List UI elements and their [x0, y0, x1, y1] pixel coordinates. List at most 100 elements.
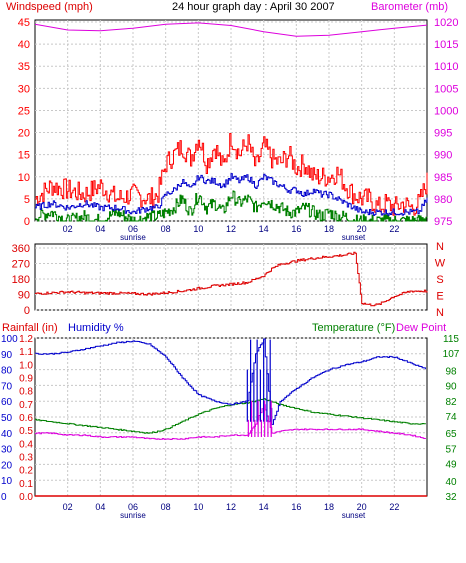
temperature-tick-label: 90: [445, 382, 457, 393]
wind-tick-label: 0: [24, 216, 30, 228]
sunset-label: sunset: [342, 233, 366, 242]
humidity-tick-label: 20: [1, 460, 13, 471]
wind-tick-label: 10: [18, 172, 30, 184]
barometer-tick-label: 1020: [434, 17, 458, 29]
x-tick-label-top: 18: [324, 224, 334, 234]
x-tick-label-top: 12: [226, 224, 236, 234]
x-tick-label-bottom: 10: [193, 502, 203, 512]
barometer-tick-label: 985: [434, 172, 452, 184]
grid-layer: [35, 20, 427, 497]
humidity-tick-label: 0: [1, 492, 7, 503]
windspeed-gust-line: [35, 133, 428, 216]
temperature-tick-label: 107: [443, 349, 460, 360]
x-tick-label-top: 22: [389, 224, 399, 234]
x-tick-label-top: 10: [193, 224, 203, 234]
x-tick-label-top: 20: [357, 224, 367, 234]
wind-tick-label: 20: [18, 128, 30, 140]
direction-tick-label: 270: [12, 259, 30, 271]
barometer-tick-label: 990: [434, 150, 452, 162]
x-tick-label-bottom: 20: [357, 502, 367, 512]
temperature-tick-label: 57: [445, 444, 457, 455]
temperature-tick-label: 74: [445, 412, 457, 423]
humidity-tick-label: 90: [1, 350, 13, 361]
temperature-tick-label: 40: [445, 477, 457, 488]
wind-tick-label: 35: [18, 61, 30, 73]
direction-tick-label: 180: [12, 274, 30, 286]
compass-letter: W: [435, 258, 446, 270]
sunrise-label: sunrise: [120, 233, 146, 242]
rain-tick-label: 1.1: [19, 347, 33, 358]
rain-tick-label: 0.8: [19, 387, 33, 398]
rain-tick-label: 0.3: [19, 453, 33, 464]
rain-tick-label: 0.2: [19, 466, 33, 477]
humidity-tick-label: 70: [1, 381, 13, 392]
barometer-axis-label: Barometer (mb): [371, 1, 448, 13]
rainfall-axis-label: Rainfall (in): [2, 322, 58, 334]
humidity-tick-label: 40: [1, 429, 13, 440]
direction-tick-label: 0: [24, 305, 30, 317]
x-tick-label-bottom: 02: [63, 502, 73, 512]
barometer-tick-label: 975: [434, 216, 452, 228]
wind-tick-label: 45: [18, 17, 30, 29]
x-tick-label-bottom: 06: [128, 502, 138, 512]
humidity-tick-label: 100: [1, 334, 18, 345]
humidity-axis-label: Humidity %: [68, 322, 124, 334]
temperature-tick-label: 49: [445, 460, 457, 471]
x-tick-label-top: 02: [63, 224, 73, 234]
x-tick-label-top: 14: [259, 224, 269, 234]
wind-direction-line: [35, 251, 428, 307]
dewpoint-line: [35, 404, 426, 440]
x-tick-label-bottom: 12: [226, 502, 236, 512]
humidity-tick-label: 30: [1, 445, 13, 456]
wind-tick-label: 40: [18, 39, 30, 51]
humidity-tick-label: 80: [1, 366, 13, 377]
series-layer: [34, 22, 428, 497]
rain-tick-label: 0.4: [19, 439, 33, 450]
barometer-tick-label: 1010: [434, 61, 458, 73]
rain-tick-label: 1.0: [19, 360, 33, 371]
wind-tick-label: 15: [18, 150, 30, 162]
temperature-tick-label: 115: [443, 334, 459, 345]
barometer-tick-label: 1000: [434, 105, 458, 117]
sunset-label-bottom: sunset: [342, 511, 366, 520]
compass-letter: E: [436, 291, 443, 303]
windspeed-avg-line: [35, 173, 428, 216]
temperature-axis-label: Temperature (°F): [312, 322, 395, 334]
compass-letter: S: [436, 274, 443, 286]
temperature-tick-label: 98: [445, 366, 457, 377]
wind-tick-label: 30: [18, 83, 30, 95]
rain-tick-label: 0.5: [19, 426, 33, 437]
barometer-line: [34, 22, 428, 37]
rain-tick-label: 0.9: [19, 374, 33, 385]
temperature-tick-label: 65: [445, 429, 457, 440]
rain-tick-label: 0.6: [19, 413, 33, 424]
humidity-line: [35, 338, 426, 425]
windspeed-axis-label: Windspeed (mph): [6, 1, 93, 13]
temperature-line: [35, 398, 426, 434]
barometer-tick-label: 1005: [434, 83, 458, 95]
wind-tick-label: 5: [24, 194, 30, 206]
direction-tick-label: 90: [18, 290, 30, 302]
x-tick-label-bottom: 14: [259, 502, 269, 512]
humidity-tick-label: 50: [1, 413, 13, 424]
x-tick-label-top: 06: [128, 224, 138, 234]
x-tick-label-top: 08: [161, 224, 171, 234]
compass-letter: N: [436, 241, 444, 253]
x-tick-label-top: 04: [95, 224, 105, 234]
barometer-tick-label: 995: [434, 128, 452, 140]
barometer-tick-label: 980: [434, 194, 452, 206]
compass-letter: N: [436, 307, 444, 319]
direction-tick-label: 360: [12, 243, 30, 255]
rain-tick-label: 0.0: [19, 492, 33, 503]
dewpoint-axis-label: Dew Point: [396, 322, 446, 334]
chart-title: 24 hour graph day : April 30 2007: [172, 1, 335, 13]
humidity-tick-label: 10: [1, 476, 13, 487]
x-tick-label-top: 16: [291, 224, 301, 234]
temperature-tick-label: 32: [445, 492, 457, 503]
barometer-tick-label: 1015: [434, 39, 458, 51]
rain-tick-label: 0.1: [19, 479, 33, 490]
temperature-tick-label: 82: [445, 397, 457, 408]
rain-tick-label: 0.7: [19, 400, 33, 411]
